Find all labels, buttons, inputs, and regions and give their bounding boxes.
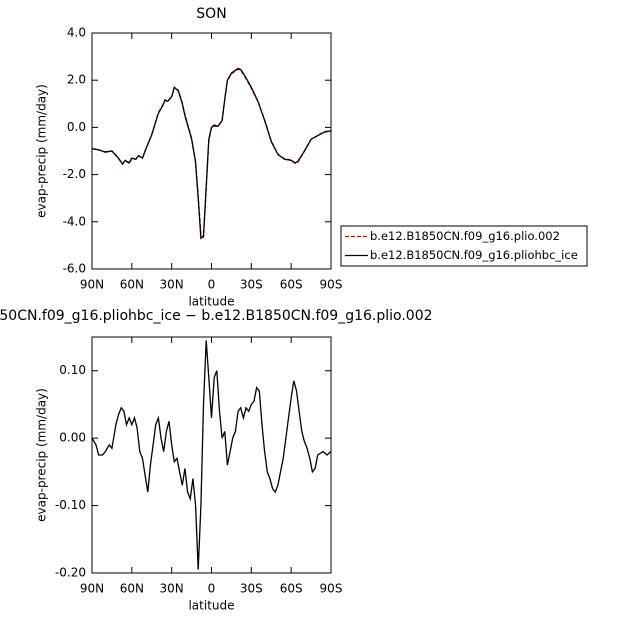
x-tick-label: 30N xyxy=(160,582,184,596)
x-tick-label: 0 xyxy=(208,582,216,596)
x-tick-label: 90N xyxy=(80,582,104,596)
x-tick-label: 90S xyxy=(320,278,343,292)
chart-title: 850CN.f09_g16.pliohbc_ice − b.e12.B1850C… xyxy=(0,308,433,324)
y-axis-label: evap-precip (mm/day) xyxy=(35,388,49,522)
y-tick-label: 4.0 xyxy=(67,26,86,40)
x-axis-label: latitude xyxy=(188,295,234,309)
plot-frame xyxy=(91,32,332,270)
legend-label: b.e12.B1850CN.f09_g16.plio.002 xyxy=(370,229,560,243)
x-tick-label: 60N xyxy=(120,582,144,596)
y-tick-label: 0.0 xyxy=(67,120,86,134)
y-tick-label: 0.10 xyxy=(59,363,86,377)
y-axis-label: evap-precip (mm/day) xyxy=(35,84,49,218)
data-line xyxy=(91,67,332,240)
y-tick-label: 2.0 xyxy=(67,73,86,87)
x-tick-label: 30N xyxy=(160,278,184,292)
y-tick-label: -4.0 xyxy=(63,214,86,228)
data-line xyxy=(91,340,332,570)
x-tick-label: 60S xyxy=(280,582,303,596)
y-tick-label: -6.0 xyxy=(63,262,86,276)
x-tick-label: 60N xyxy=(120,278,144,292)
y-tick-label: -0.10 xyxy=(55,498,86,512)
x-tick-label: 0 xyxy=(208,278,216,292)
x-tick-label: 60S xyxy=(280,278,303,292)
x-tick-label: 30S xyxy=(240,582,263,596)
y-tick-label: 0.00 xyxy=(59,431,86,445)
legend-label: b.e12.B1850CN.f09_g16.pliohbc_ice xyxy=(370,248,578,262)
plot-frame xyxy=(91,336,332,574)
chart-title: SON xyxy=(196,6,226,22)
data-line xyxy=(91,68,332,239)
x-tick-label: 90N xyxy=(80,278,104,292)
x-axis-label: latitude xyxy=(188,599,234,613)
legend-box xyxy=(340,225,588,267)
x-tick-label: 30S xyxy=(240,278,263,292)
y-tick-label: -2.0 xyxy=(63,167,86,181)
x-tick-label: 90S xyxy=(320,582,343,596)
y-tick-label: -0.20 xyxy=(55,566,86,580)
